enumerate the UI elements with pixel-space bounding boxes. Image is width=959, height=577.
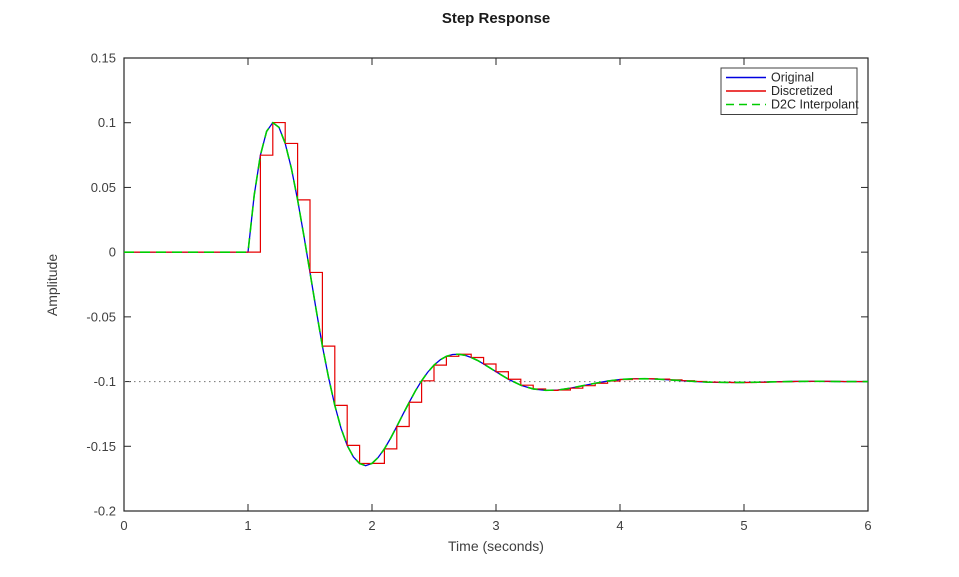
x-tick-label: 0 — [120, 518, 127, 533]
x-tick-label: 2 — [368, 518, 375, 533]
series-d2c-interpolant — [124, 121, 868, 467]
plot-box — [123, 57, 869, 512]
legend-label-discretized: Discretized — [771, 84, 833, 98]
y-tick-label: -0.2 — [94, 504, 116, 519]
y-tick-label: -0.15 — [86, 439, 116, 454]
y-tick-label: 0.15 — [91, 51, 116, 66]
y-tick-label: 0.05 — [91, 180, 116, 195]
chart-title: Step Response — [442, 10, 550, 27]
legend-label-d2c-interpolant: D2C Interpolant — [771, 98, 859, 112]
y-tick-label: -0.05 — [86, 309, 116, 324]
x-tick-label: 3 — [492, 518, 499, 533]
y-tick-label: -0.1 — [94, 374, 116, 389]
x-tick-label: 5 — [740, 518, 747, 533]
series-layer — [123, 121, 868, 467]
x-tick-label: 4 — [616, 518, 623, 533]
y-tick-label: 0.1 — [98, 115, 116, 130]
x-tick-label: 6 — [864, 518, 871, 533]
y-tick-label: 0 — [109, 245, 116, 260]
y-axis-label: Amplitude — [44, 254, 60, 316]
legend: Original Discretized D2C Interpolant — [720, 67, 859, 115]
x-tick-label: 1 — [244, 518, 251, 533]
x-axis-label: Time (seconds) — [448, 538, 544, 554]
legend-label-original: Original — [771, 71, 814, 85]
ticks-layer: 0 1 2 3 4 5 6 0.15 0.1 0.05 0 -0.05 -0.1 -0.15 -0.2 — [86, 51, 871, 534]
